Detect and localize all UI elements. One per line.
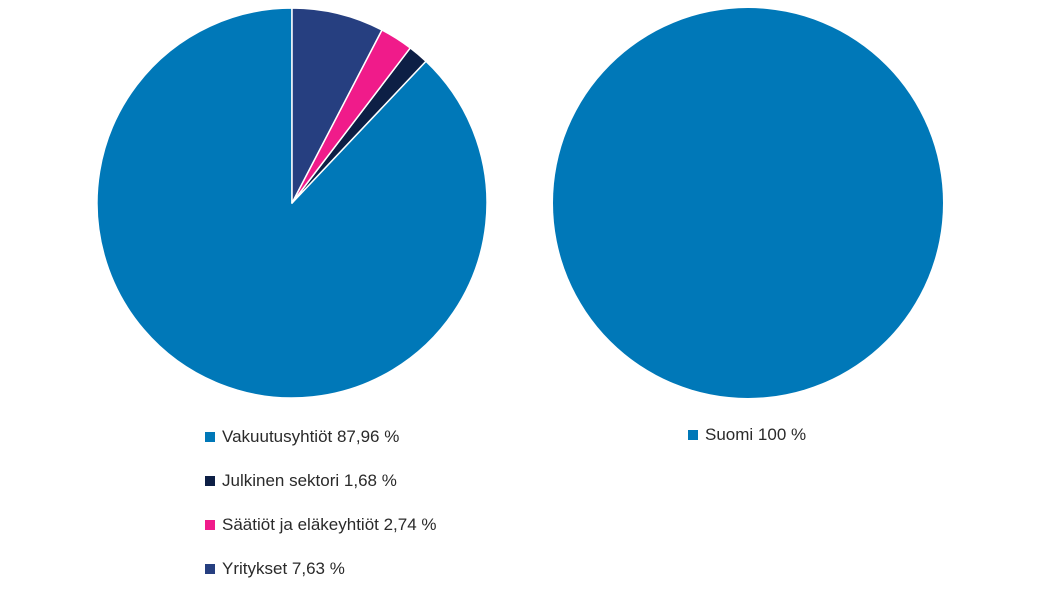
- legend-swatch-julkinen-sektori: [205, 476, 215, 486]
- legend-owners: Vakuutusyhtiöt 87,96 % Julkinen sektori …: [205, 426, 437, 602]
- legend-item-julkinen-sektori: Julkinen sektori 1,68 %: [205, 470, 437, 492]
- legend-swatch-vakuutusyhtiot: [205, 432, 215, 442]
- legend-country: Suomi 100 %: [688, 424, 806, 468]
- legend-label-suomi: Suomi 100 %: [705, 425, 807, 444]
- legend-swatch-suomi: [688, 430, 698, 440]
- legend-swatch-yritykset: [205, 564, 215, 574]
- legend-item-vakuutusyhtiot: Vakuutusyhtiöt 87,96 %: [205, 426, 437, 448]
- legend-item-yritykset: Yritykset 7,63 %: [205, 558, 437, 580]
- legend-item-suomi: Suomi 100 %: [688, 424, 806, 446]
- pie-chart-owners-svg: [96, 7, 488, 399]
- pie-chart-country-svg: [553, 8, 943, 398]
- pie-slice-yritykset: [291, 7, 383, 204]
- pie-slice-suomi: [553, 8, 943, 398]
- legend-label-julkinen-sektori: Julkinen sektori 1,68 %: [222, 471, 397, 490]
- legend-swatch-saatiot-ja-elakeyhtiot: [205, 520, 215, 530]
- pie-chart-country: Suomi 100 %: [525, 0, 1050, 591]
- legend-item-saatiot-ja-elakeyhtiot: Säätiöt ja eläkeyhtiöt 2,74 %: [205, 514, 437, 536]
- legend-label-yritykset: Yritykset 7,63 %: [222, 559, 345, 578]
- legend-label-saatiot-ja-elakeyhtiot: Säätiöt ja eläkeyhtiöt 2,74 %: [222, 515, 437, 534]
- pie-chart-owners: Vakuutusyhtiöt 87,96 % Julkinen sektori …: [0, 0, 525, 591]
- legend-label-vakuutusyhtiot: Vakuutusyhtiöt 87,96 %: [222, 427, 400, 446]
